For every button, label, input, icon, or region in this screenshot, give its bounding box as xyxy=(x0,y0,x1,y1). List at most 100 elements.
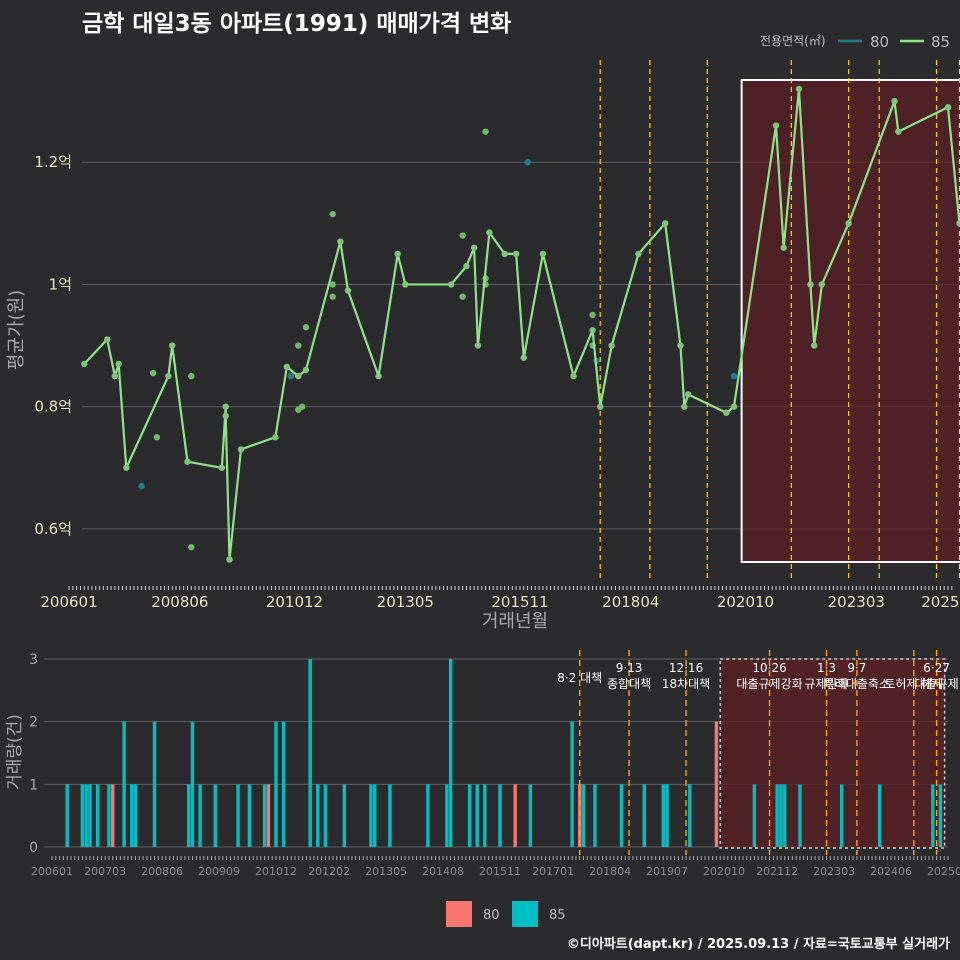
volume-bar-85 xyxy=(581,784,586,847)
volume-bar-85 xyxy=(483,784,487,847)
data-point-85 xyxy=(295,372,302,380)
data-point-85 xyxy=(81,360,88,368)
data-point-85 xyxy=(337,238,344,245)
volume-bar-85 xyxy=(426,784,430,847)
volume-bar-85 xyxy=(593,784,597,847)
data-point-85 xyxy=(807,281,814,288)
data-point-85 xyxy=(684,391,692,398)
y-tick-label: 3 xyxy=(29,652,38,668)
data-point-85 xyxy=(222,403,229,410)
data-point-85 xyxy=(344,287,352,294)
volume-bar-85 xyxy=(373,784,377,847)
data-point-85 xyxy=(470,244,478,251)
policy-label: 종합대책 xyxy=(607,676,651,691)
data-point-85 xyxy=(188,372,195,380)
volume-bar-80 xyxy=(714,721,719,847)
x-tick-label: 200806 xyxy=(151,593,208,611)
legend-swatch-80 xyxy=(446,901,472,927)
data-point-85 xyxy=(375,372,382,380)
data-point-85 xyxy=(184,458,191,465)
y-tick-label: 0.6억 xyxy=(34,520,72,538)
volume-bar-85 xyxy=(342,784,347,847)
data-point-85 xyxy=(956,220,960,227)
policy-label: 18차대책 xyxy=(662,676,710,691)
volume-bar-85 xyxy=(388,784,392,847)
legend-label-80: 80 xyxy=(483,908,500,923)
data-point-85 xyxy=(891,97,898,105)
x-tick-label: 202303 xyxy=(828,593,885,611)
data-point-85 xyxy=(661,220,669,227)
data-point-85 xyxy=(226,556,233,563)
volume-bar-85 xyxy=(152,721,157,847)
data-point-85 xyxy=(104,336,111,343)
x-tick-label: 200703 xyxy=(84,865,126,878)
volume-bar-85 xyxy=(88,784,92,847)
x-tick-label: 201408 xyxy=(422,865,464,878)
top-legend: 전용면적(㎡) 80 85 xyxy=(760,33,950,51)
x-tick-label: 201511 xyxy=(491,593,548,611)
policy-label: 8·2 대책 xyxy=(557,670,602,685)
chart-title: 금학 대일3동 아파트(1991) 매매가격 변화 xyxy=(82,11,512,37)
policy-label: 규제완화 xyxy=(804,677,848,691)
data-point-85 xyxy=(570,372,577,380)
data-point-85 xyxy=(681,403,688,410)
x-tick-label: 200601 xyxy=(31,865,73,878)
data-point-85 xyxy=(295,406,302,413)
data-point-85 xyxy=(818,281,826,288)
data-point-80 xyxy=(287,372,294,380)
volume-bar-85 xyxy=(688,784,692,847)
volume-bar-80 xyxy=(266,784,271,847)
volume-bar-85 xyxy=(839,784,844,847)
y-tick-label: 0.8억 xyxy=(34,398,72,416)
data-point-85 xyxy=(845,220,852,227)
volume-bar-85 xyxy=(619,784,624,847)
data-point-85 xyxy=(394,250,401,258)
volume-bar-85 xyxy=(274,721,278,847)
data-point-85 xyxy=(272,434,279,441)
data-point-85 xyxy=(463,262,470,270)
legend-label-80: 80 xyxy=(870,33,889,51)
legend-title: 전용면적(㎡) xyxy=(760,34,826,48)
volume-bar-85 xyxy=(665,784,669,847)
data-point-85 xyxy=(539,250,547,258)
volume-bar-85 xyxy=(80,784,85,847)
x-tick-label: 202303 xyxy=(813,865,855,878)
policy-label: 12·16 xyxy=(669,661,703,675)
data-point-85 xyxy=(402,281,409,288)
data-point-80 xyxy=(524,159,531,166)
volume-bar-85 xyxy=(642,784,646,847)
data-point-80 xyxy=(730,372,738,380)
y-axis-label: 평균가(원) xyxy=(6,290,27,370)
x-tick-label: 202406 xyxy=(870,865,912,878)
data-point-85 xyxy=(589,327,596,334)
legend-label-85: 85 xyxy=(931,33,950,51)
policy-label: 토허제 해제 xyxy=(884,677,943,691)
x-tick-label: 201511 xyxy=(479,865,521,878)
x-tick-label: 201907 xyxy=(646,865,688,878)
x-tick-label: 201804 xyxy=(602,593,659,611)
data-point-85 xyxy=(944,104,952,111)
x-tick-label: 201305 xyxy=(377,593,434,611)
data-point-85 xyxy=(780,244,787,251)
volume-bar-85 xyxy=(236,784,240,847)
volume-bar-85 xyxy=(570,721,574,847)
volume-bar-85 xyxy=(798,784,802,847)
volume-bar-85 xyxy=(752,784,757,847)
data-point-85 xyxy=(222,412,229,420)
x-tick-label: 202112 xyxy=(756,865,798,878)
x-tick-label: 201701 xyxy=(532,865,574,878)
bottom-legend: 80 85 xyxy=(446,901,566,927)
volume-bar-85 xyxy=(779,784,783,847)
y-axis-label: 거래량(건) xyxy=(5,714,25,790)
volume-bar-85 xyxy=(467,784,472,847)
policy-label: 9·7 xyxy=(847,661,866,675)
data-point-85 xyxy=(447,281,455,288)
policy-label: 대출규제강화 xyxy=(736,677,802,691)
data-point-80 xyxy=(138,482,145,490)
data-point-85 xyxy=(772,122,780,129)
volume-bar-85 xyxy=(130,784,134,847)
volume-bar-85 xyxy=(498,784,502,847)
data-point-85 xyxy=(329,210,336,218)
data-point-85 xyxy=(149,369,157,377)
